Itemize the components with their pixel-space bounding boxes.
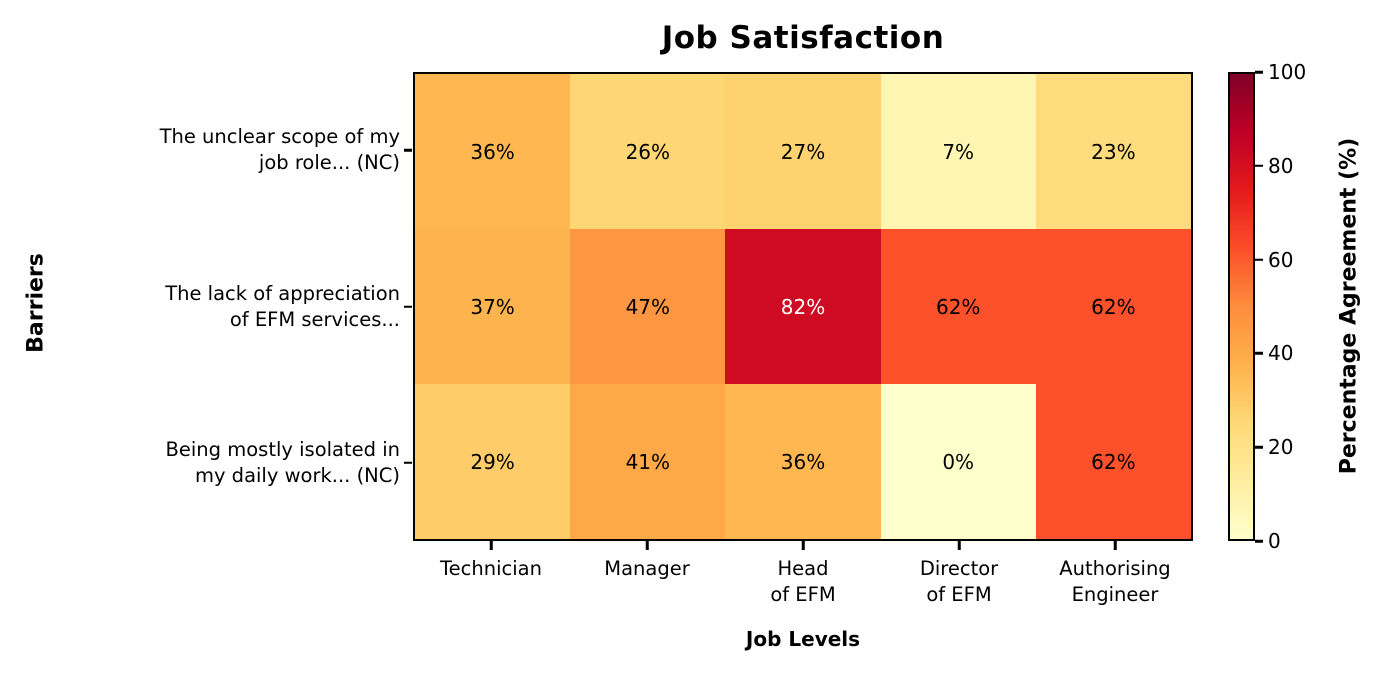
- colorbar-tick-label: 80: [1268, 153, 1294, 178]
- colorbar-gradient: [1230, 74, 1253, 539]
- heatmap-cell: 62%: [1035, 384, 1191, 539]
- x-tick-mark: [801, 541, 805, 550]
- heatmap-cell: 23%: [1035, 74, 1191, 229]
- row-label: The lack of appreciation of EFM services…: [165, 281, 400, 331]
- row-label: Being mostly isolated in my daily work..…: [165, 437, 401, 487]
- col-label: Head of EFM: [770, 557, 836, 606]
- colorbar-tick-label: 40: [1268, 341, 1294, 366]
- y-tick-mark: [404, 148, 412, 152]
- colorbar-tick-mark: [1255, 258, 1263, 261]
- row-label: The unclear scope of my job role... (NC): [159, 125, 400, 175]
- x-tick-mark: [957, 541, 961, 550]
- heatmap-cell: 7%: [880, 74, 1036, 229]
- heatmap-cell: 62%: [880, 229, 1036, 384]
- colorbar-tick-label: 0: [1268, 529, 1281, 553]
- colorbar-label: Percentage Agreement (%): [1336, 137, 1362, 475]
- colorbar-tick-mark: [1255, 445, 1263, 449]
- heatmap-grid: 36% 26% 27% 7% 23% 37% 47% 82% 62% 62% 29% 41% 36% 0%…: [413, 72, 1193, 541]
- colorbar-tick-label: 60: [1268, 247, 1294, 272]
- chart-title: Job Satisfaction: [661, 20, 945, 56]
- colorbar: [1228, 72, 1255, 541]
- colorbar-tick-mark: [1255, 352, 1263, 355]
- heatmap-cell: 47%: [570, 229, 726, 384]
- heatmap-cell: 82%: [725, 229, 881, 384]
- colorbar-tick-mark: [1255, 70, 1263, 74]
- heatmap-cell: 29%: [415, 384, 571, 539]
- colorbar-tick-label: 20: [1268, 435, 1294, 460]
- colorbar-tick-label: 100: [1268, 60, 1307, 84]
- x-tick-mark: [645, 541, 649, 550]
- heatmap-cell: 62%: [1035, 229, 1191, 384]
- y-tick-mark: [404, 461, 412, 465]
- x-axis-label: Job Levels: [745, 627, 861, 651]
- x-tick-mark: [489, 541, 493, 550]
- heatmap-cell: 0%: [880, 384, 1036, 539]
- heatmap-cell: 37%: [415, 229, 571, 384]
- col-label: Manager: [604, 557, 690, 580]
- heatmap-cell: 26%: [570, 74, 726, 229]
- heatmap-cell: 41%: [570, 384, 726, 539]
- heatmap-cell: 36%: [725, 384, 881, 539]
- colorbar-tick-mark: [1255, 164, 1263, 168]
- col-label: Director of EFM: [919, 557, 999, 606]
- col-label: Technician: [440, 557, 542, 580]
- heatmap-cell: 27%: [725, 74, 881, 229]
- x-tick-mark: [1113, 541, 1117, 550]
- col-label: Authorising Engineer: [1059, 557, 1171, 606]
- heatmap-cell: 36%: [415, 74, 571, 229]
- colorbar-tick-mark: [1255, 539, 1263, 543]
- y-tick-mark: [404, 305, 412, 308]
